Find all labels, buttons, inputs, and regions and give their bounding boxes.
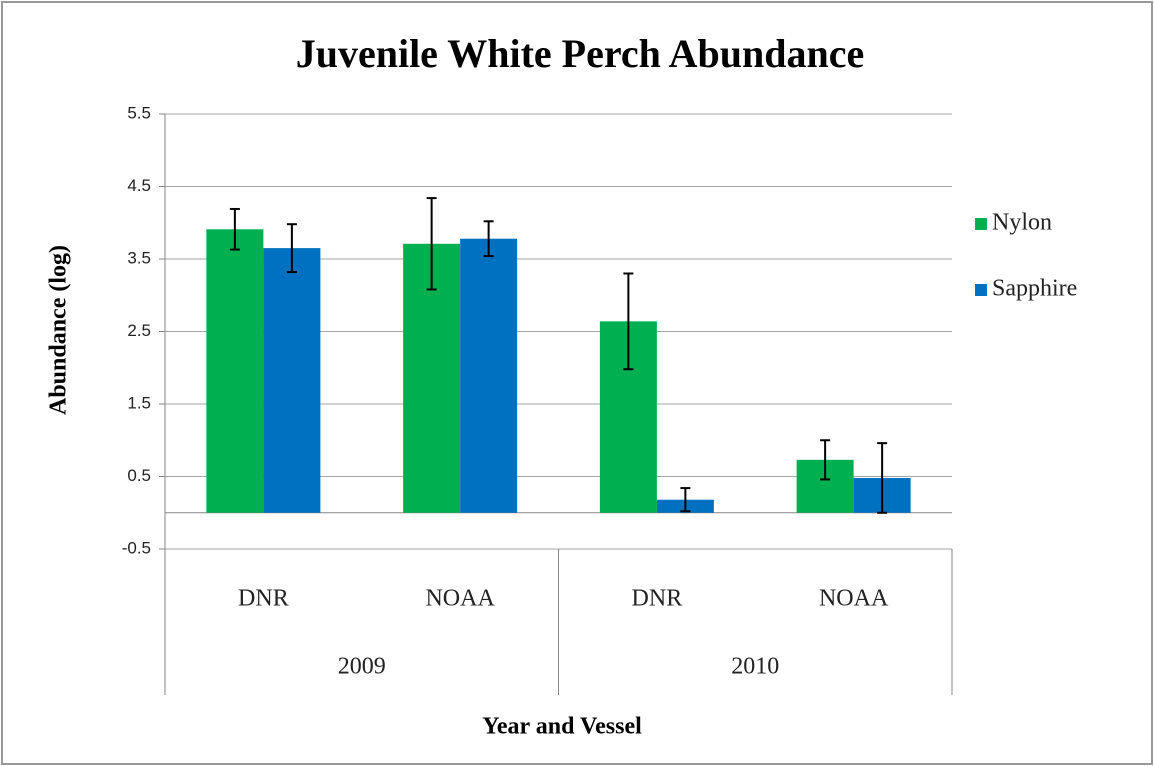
y-axis-label: Abundance (log) bbox=[46, 245, 72, 415]
legend-label: Sapphire bbox=[992, 276, 1077, 302]
chart-title: Juvenile White Perch Abundance bbox=[296, 31, 865, 76]
group-label: 2009 bbox=[338, 654, 386, 680]
bar bbox=[206, 229, 264, 513]
error-bar bbox=[623, 272, 634, 371]
y-tick-label: -0.5 bbox=[122, 538, 151, 557]
group-label: 2010 bbox=[731, 654, 779, 680]
error-bar bbox=[680, 487, 691, 513]
x-tick-label: NOAA bbox=[819, 586, 889, 612]
y-tick-label: 5.5 bbox=[127, 103, 151, 122]
legend-swatch bbox=[975, 284, 987, 296]
error-bar bbox=[877, 442, 888, 514]
legend-swatch bbox=[975, 218, 987, 230]
error-bar bbox=[483, 220, 494, 258]
y-tick-label: 2.5 bbox=[127, 321, 151, 340]
error-bar bbox=[286, 223, 297, 274]
y-tick-label: 1.5 bbox=[127, 393, 151, 412]
legend-label: Nylon bbox=[992, 210, 1052, 236]
y-tick-label: 3.5 bbox=[127, 248, 151, 267]
x-axis-label: Year and Vessel bbox=[482, 714, 642, 740]
x-tick-label: DNR bbox=[632, 586, 683, 612]
bar bbox=[263, 248, 321, 513]
x-tick-label: DNR bbox=[238, 586, 289, 612]
error-bar bbox=[229, 207, 240, 251]
y-tick-label: 0.5 bbox=[127, 466, 151, 485]
bar bbox=[460, 238, 518, 513]
y-tick-label: 4.5 bbox=[127, 176, 151, 195]
error-bar bbox=[820, 439, 831, 481]
x-tick-label: NOAA bbox=[425, 586, 495, 612]
error-bar bbox=[426, 197, 437, 291]
